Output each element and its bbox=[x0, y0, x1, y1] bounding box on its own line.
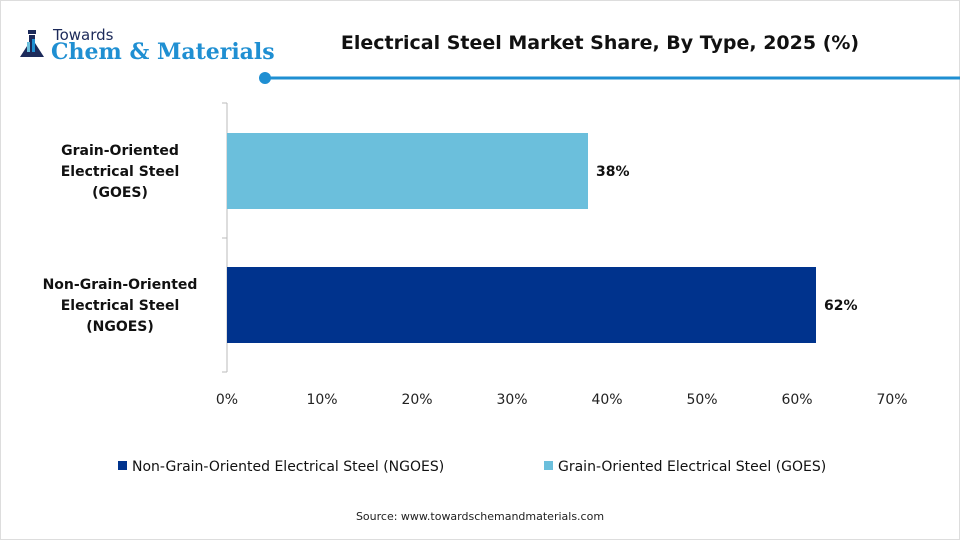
x-tick-label: 20% bbox=[401, 392, 432, 408]
x-tick-label: 70% bbox=[876, 392, 907, 408]
x-tick-label: 30% bbox=[496, 392, 527, 408]
flask-icon bbox=[20, 30, 44, 57]
source-note: Source: www.towardschemandmaterials.com bbox=[355, 510, 605, 523]
logo-text-top: Towards bbox=[53, 26, 114, 44]
category-label: (GOES) bbox=[92, 185, 148, 201]
x-tick-label: 40% bbox=[591, 392, 622, 408]
x-tick-label: 50% bbox=[686, 392, 717, 408]
logo-text-main: Chem & Materials bbox=[51, 39, 275, 65]
category-label: Electrical Steel bbox=[61, 164, 180, 180]
x-tick-label: 10% bbox=[306, 392, 337, 408]
category-label: (NGOES) bbox=[86, 319, 154, 335]
category-label: Non-Grain-Oriented bbox=[43, 277, 198, 293]
x-tick-label: 60% bbox=[781, 392, 812, 408]
chart-title: Electrical Steel Market Share, By Type, … bbox=[340, 32, 860, 54]
bar bbox=[227, 267, 816, 343]
x-tick-label: 0% bbox=[216, 392, 238, 408]
category-label: Grain-Oriented bbox=[61, 143, 179, 159]
bar bbox=[227, 133, 588, 209]
data-label: 38% bbox=[596, 164, 630, 180]
data-label: 62% bbox=[824, 298, 858, 314]
legend-label: Grain-Oriented Electrical Steel (GOES) bbox=[558, 459, 826, 475]
legend-swatch bbox=[544, 461, 553, 470]
legend-swatch bbox=[118, 461, 127, 470]
legend-label: Non-Grain-Oriented Electrical Steel (NGO… bbox=[132, 459, 444, 475]
category-label: Electrical Steel bbox=[61, 298, 180, 314]
